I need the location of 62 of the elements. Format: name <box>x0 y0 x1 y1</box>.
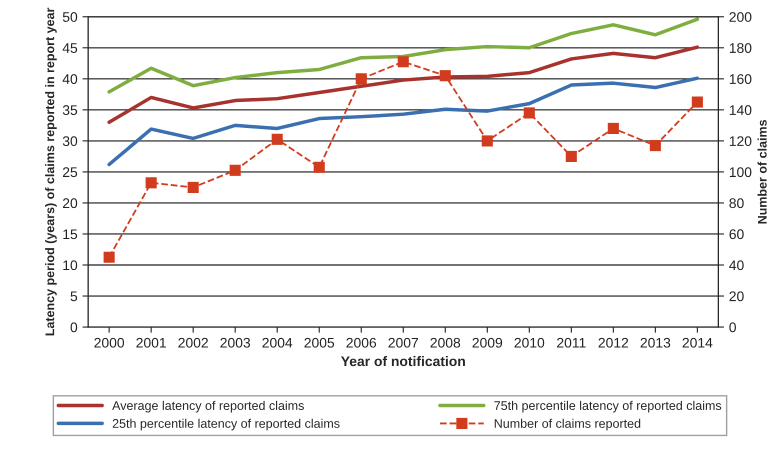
y-tick-label: 35 <box>62 105 78 116</box>
x-tick-label: 2009 <box>472 338 502 348</box>
y-tick-label: 45 <box>62 43 78 53</box>
x-tick-label: 2006 <box>346 338 376 348</box>
point <box>398 56 409 68</box>
point <box>524 107 535 119</box>
y-tick-label: 30 <box>62 136 78 146</box>
x-axis-title: Year of notification <box>340 356 465 366</box>
y2-tick-label: 80 <box>729 198 744 208</box>
y-tick-label: 15 <box>63 229 78 240</box>
x-tick-label: 2013 <box>640 338 670 348</box>
y-tick-label: 25 <box>62 167 78 178</box>
y2-tick-label: 100 <box>730 167 752 178</box>
x-tick-label: 2003 <box>220 338 250 348</box>
y-tick-label: 10 <box>63 260 78 270</box>
x-tick-label: 2008 <box>430 338 460 348</box>
y2-tick-label: 200 <box>729 12 752 22</box>
point <box>608 122 619 134</box>
y-tick-label: 50 <box>62 12 78 22</box>
point <box>356 73 367 84</box>
legend-label: 25th percentile latency of reported claims <box>112 418 340 430</box>
y2-tick-label: 160 <box>730 74 752 84</box>
legend-label: Number of claims reported <box>494 418 640 430</box>
y2-tick-label: 120 <box>730 136 752 146</box>
legend-label: 75th percentile latency of reported claims <box>494 400 722 412</box>
y2-tick-label: 180 <box>730 43 752 53</box>
y-tick-label: 0 <box>70 322 78 332</box>
x-tick-label: 2010 <box>514 338 544 348</box>
x-tick-label: 2000 <box>94 338 124 348</box>
point <box>650 140 661 152</box>
x-tick-label: 2014 <box>682 338 712 348</box>
y2-tick-label: 0 <box>729 322 736 332</box>
x-tick-label: 2011 <box>557 338 586 348</box>
line-series <box>107 45 700 124</box>
y2-tick-label: 20 <box>729 291 744 302</box>
y-tick-label: 40 <box>62 74 78 84</box>
y-axis-title: Latency period (years) of claims reported in report year <box>45 8 57 336</box>
line-series <box>107 76 700 166</box>
y2-axis-title: Number of claims <box>758 120 767 224</box>
point <box>104 252 115 263</box>
legend-label: Average latency of reported claims <box>112 400 304 412</box>
x-tick-label: 2007 <box>388 338 418 348</box>
point <box>188 182 199 193</box>
x-tick-label: 2004 <box>262 338 292 348</box>
x-tick-label: 2001 <box>136 338 166 348</box>
y2-tick-label: 40 <box>729 260 744 270</box>
y2-tick-label: 60 <box>730 229 744 240</box>
point <box>566 150 577 162</box>
point <box>314 162 325 173</box>
point <box>230 164 241 176</box>
line-series <box>107 18 700 94</box>
y-tick-label: 20 <box>62 198 78 208</box>
point <box>482 135 493 146</box>
x-tick-label: 2005 <box>304 338 334 348</box>
point <box>272 134 283 145</box>
y-tick-label: 5 <box>70 292 78 302</box>
y2-tick-label: 140 <box>730 105 752 116</box>
point <box>692 96 703 108</box>
x-tick-label: 2012 <box>598 338 628 348</box>
point <box>146 177 157 188</box>
x-tick-label: 2002 <box>178 338 208 348</box>
point <box>440 70 451 82</box>
